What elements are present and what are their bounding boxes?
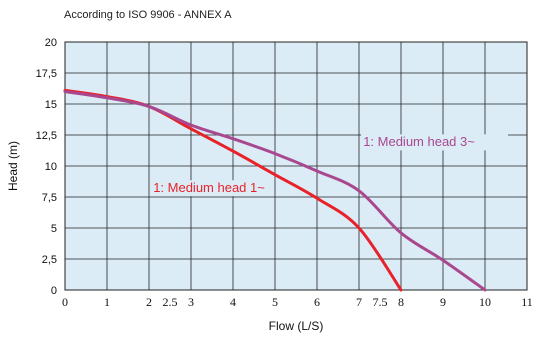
- y-tick-label: 12,5: [36, 130, 57, 142]
- x-tick-label: 9: [440, 295, 446, 309]
- series-label-2: 1: Medium head 3~: [363, 134, 475, 149]
- y-tick-label: 0: [51, 285, 57, 297]
- x-tick-label: 4: [230, 295, 236, 309]
- y-tick-label: 17,5: [36, 68, 57, 80]
- series-label-bg: [151, 180, 271, 197]
- y-tick-label: 15: [45, 99, 57, 111]
- x-tick-label: 8: [398, 295, 404, 309]
- y-tick-label: 10: [45, 161, 57, 173]
- x-tick-label: 3: [188, 295, 194, 309]
- y-tick-label: 7,5: [42, 192, 57, 204]
- x-tick-label: 2: [146, 295, 152, 309]
- series-line-2: [63, 90, 487, 292]
- y-tick-label: 5: [51, 223, 57, 235]
- x-tick-label: 7: [356, 295, 362, 309]
- chart-subtitle: According to ISO 9906 - ANNEX A: [64, 9, 232, 21]
- x-tick-label: 10: [479, 295, 491, 309]
- x-tick-label: 6: [314, 295, 320, 309]
- y-tick-label: 2,5: [42, 254, 57, 266]
- x-tick-label: 11: [521, 295, 533, 309]
- series-label-1: 1: Medium head 1~: [153, 180, 265, 195]
- x-tick-label: 7.5: [373, 295, 388, 309]
- series-label-bg: [361, 134, 509, 151]
- x-tick-label: 0: [62, 295, 68, 309]
- x-tick-label: 5: [272, 295, 278, 309]
- x-axis-label: Flow (L/S): [269, 319, 324, 333]
- y-tick-label: 20: [45, 37, 57, 49]
- y-axis-label: Head (m): [6, 141, 20, 191]
- x-tick-label: 1: [104, 295, 110, 309]
- x-tick-label: 2.5: [163, 295, 178, 309]
